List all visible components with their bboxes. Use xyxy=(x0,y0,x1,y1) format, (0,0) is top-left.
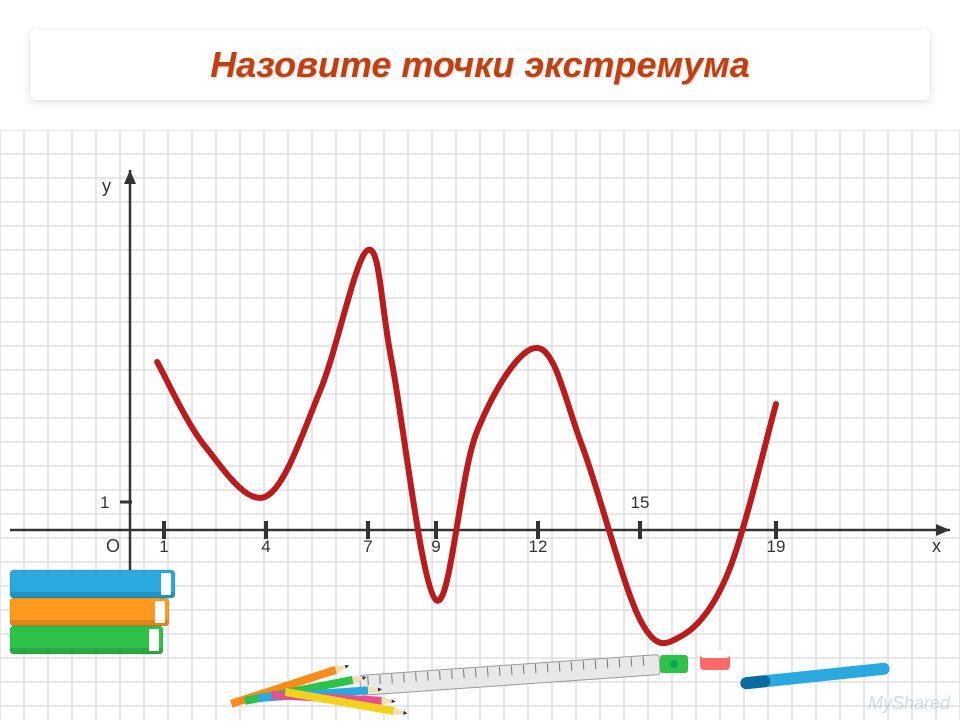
y-unit-label: 1 xyxy=(100,493,109,512)
y-axis-label: y xyxy=(102,176,111,196)
chart-area: 1 4 7 9 12 15 19 y x O 1 xyxy=(0,130,960,720)
page-title: Назовите точки экстремума xyxy=(210,44,750,86)
chart-svg: 1 4 7 9 12 15 19 y x O 1 xyxy=(0,130,960,720)
decorations xyxy=(10,570,890,717)
x-tick-label: 12 xyxy=(529,537,548,556)
curve xyxy=(157,250,776,643)
x-tick-label: 4 xyxy=(261,537,270,556)
x-tick-label: 15 xyxy=(631,493,650,512)
x-tick-label: 1 xyxy=(159,537,168,556)
labels: y x O 1 xyxy=(100,176,941,556)
x-tick-label: 19 xyxy=(767,537,786,556)
x-tick-label: 7 xyxy=(363,537,372,556)
origin-label: O xyxy=(106,536,120,556)
x-tick-label: 9 xyxy=(431,537,440,556)
x-axis-label: x xyxy=(932,536,941,556)
watermark: MyShared xyxy=(868,693,950,714)
title-bar: Назовите точки экстремума xyxy=(30,30,930,100)
x-ticks: 1 4 7 9 12 15 19 xyxy=(159,493,785,556)
